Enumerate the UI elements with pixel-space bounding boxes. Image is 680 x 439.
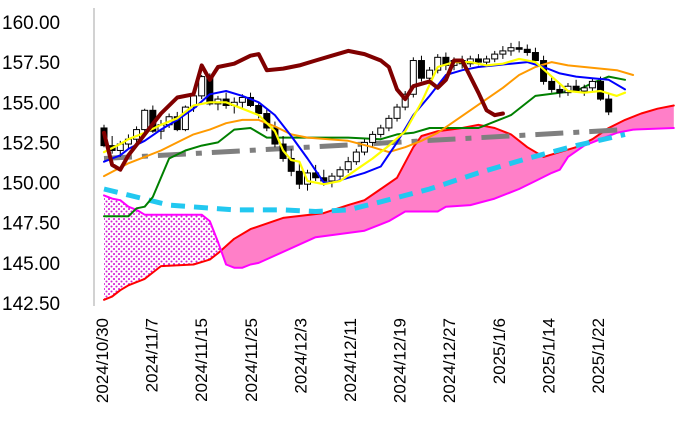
x-tick-label: 2024/11/15 — [192, 318, 211, 402]
trend-cyan-line — [103, 131, 626, 214]
candle-up — [588, 80, 596, 89]
candle-up — [369, 133, 377, 143]
y-tick-label: 150.00 — [2, 174, 60, 195]
candle-up — [181, 106, 189, 131]
candle-up — [491, 53, 499, 60]
candle-down — [474, 58, 482, 63]
candle-down — [556, 88, 564, 94]
ma-orange-line — [103, 61, 635, 178]
candle-up — [434, 56, 442, 71]
x-tick-label: 2025/1/22 — [589, 318, 608, 394]
y-tick-label: 142.50 — [2, 294, 60, 315]
candle-down — [247, 96, 255, 106]
x-tick-label: 2025/1/14 — [539, 318, 558, 394]
candle-up — [499, 50, 507, 55]
kijun-line — [103, 75, 626, 218]
x-tick-label: 2024/12/19 — [391, 318, 410, 403]
candle-down — [255, 104, 263, 115]
candle-up — [238, 96, 246, 103]
candle-down — [417, 60, 425, 79]
candle-up — [344, 161, 352, 171]
candle-up — [409, 60, 417, 95]
indicator-lines-back — [103, 75, 675, 301]
cloud-bearish-area — [104, 195, 220, 300]
tenkan-b-line — [102, 57, 627, 186]
candle-up — [393, 106, 401, 119]
tenkan-a-line — [103, 61, 626, 184]
x-tick-label: 2024/12/11 — [341, 318, 360, 402]
senkou-b-line — [103, 127, 675, 269]
candle-down — [515, 47, 523, 50]
candle-up — [360, 141, 368, 153]
y-tick-label: 145.00 — [2, 254, 60, 275]
candle-down — [523, 48, 531, 54]
candle-up — [377, 127, 385, 135]
candle-down — [295, 170, 303, 185]
x-axis-tick-labels: 2024/10/30 2024/11/7 2024/11/15 2024/11/25 2… — [93, 318, 608, 403]
y-tick-label: 157.50 — [2, 53, 60, 74]
x-tick-label: 2024/11/25 — [242, 318, 261, 402]
y-tick-label: 160.00 — [2, 13, 60, 34]
y-tick-label: 152.50 — [2, 133, 60, 154]
cloud-bullish-area — [220, 105, 674, 268]
chikou-line — [102, 48, 505, 172]
x-tick-label: 2024/11/7 — [143, 318, 162, 392]
y-tick-label: 147.50 — [2, 214, 60, 235]
candle-down — [548, 80, 556, 90]
candle-up — [141, 109, 149, 131]
candle-up — [198, 76, 206, 97]
candle-down — [572, 85, 580, 92]
ichimoku-cloud — [104, 105, 674, 300]
y-axis-tick-labels: 160.00 157.50 155.00 152.50 150.00 147.50 145.… — [2, 13, 60, 315]
candle-up — [483, 58, 491, 63]
candle-up — [336, 169, 344, 177]
indicator-lines-front — [102, 48, 635, 186]
y-tick-label: 155.00 — [2, 93, 60, 114]
x-tick-label: 2024/12/27 — [440, 318, 459, 403]
x-tick-label: 2024/10/30 — [93, 318, 112, 403]
candle-up — [328, 175, 336, 182]
x-tick-label: 2024/12/3 — [291, 318, 310, 394]
candle-down — [605, 98, 613, 113]
candle-up — [385, 117, 393, 129]
candle-down — [173, 116, 181, 131]
candle-up — [580, 87, 588, 92]
x-tick-label: 2025/1/6 — [490, 318, 509, 384]
candle-up — [426, 69, 434, 79]
trend-gray-line — [103, 127, 626, 161]
candle-down — [531, 52, 539, 62]
candle-up — [352, 151, 360, 163]
candle-up — [507, 47, 515, 52]
